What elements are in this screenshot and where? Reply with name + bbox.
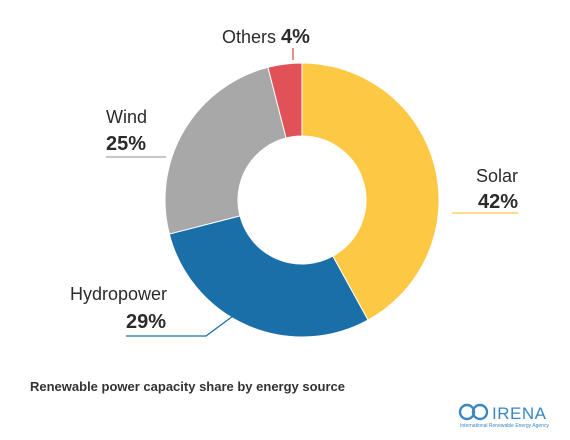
value-label-others: 4% [281, 26, 310, 48]
value-label-hydropower: 29% [126, 311, 166, 333]
slice-hydropower [168, 215, 369, 338]
chart-title: Renewable power capacity share by energy… [30, 379, 346, 394]
value-label-solar: 42% [478, 191, 518, 213]
slice-solar [301, 62, 440, 321]
slice-wind [164, 66, 287, 235]
leader-lines [106, 48, 518, 337]
slice-others [267, 62, 303, 139]
value-label-wind: 25% [106, 133, 146, 155]
leader-line-hydropower [126, 315, 234, 337]
label-hydropower: Hydropower [70, 284, 167, 304]
irena-logo: IRENA International Renewable Energy Age… [458, 402, 558, 432]
label-others: Others [222, 27, 276, 47]
donut-slices [164, 62, 440, 338]
logo-text: IRENA [492, 404, 547, 423]
logo-mark-icon [458, 403, 489, 421]
label-solar: Solar [476, 166, 518, 186]
logo-subtext: International Renewable Energy Agency [460, 423, 549, 429]
slice-labels: Solar 42% Hydropower 29% Wind 25% Others 4% [70, 26, 518, 333]
label-wind: Wind [106, 107, 147, 127]
